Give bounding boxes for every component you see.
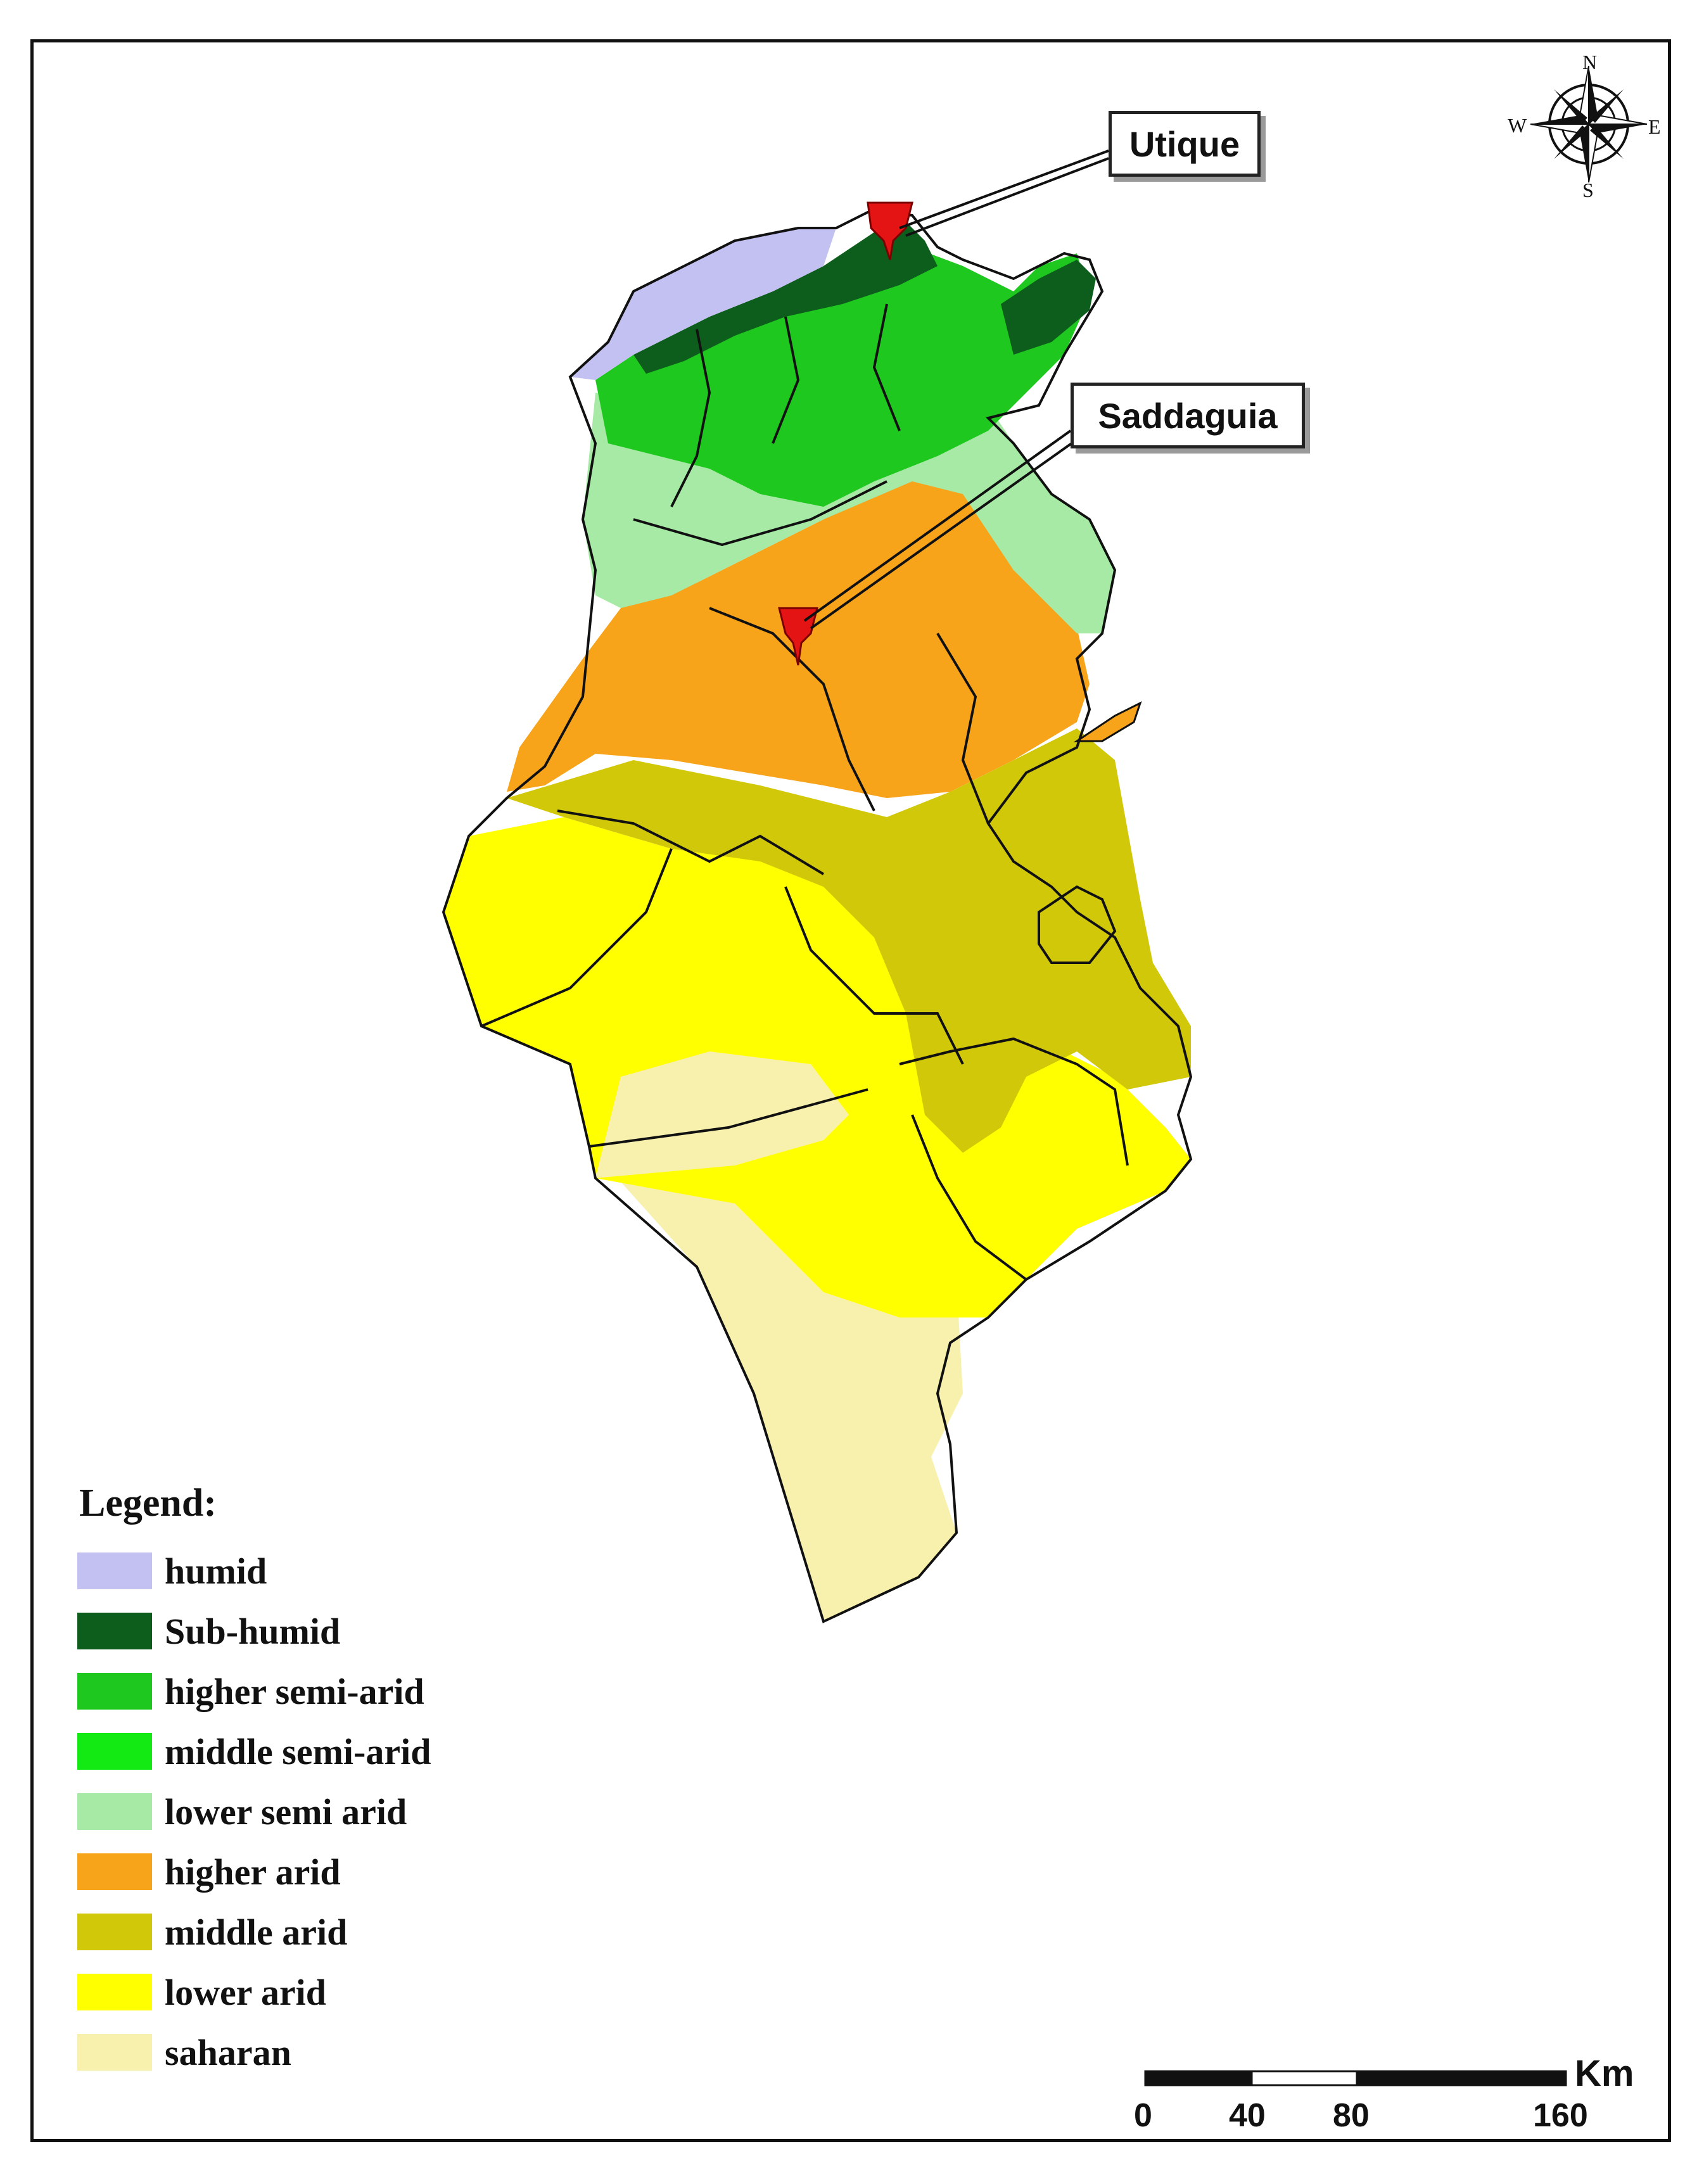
legend-label: middle semi-arid xyxy=(165,1730,431,1772)
legend-title: Legend: xyxy=(79,1482,217,1525)
legend-swatch xyxy=(77,1552,152,1589)
zone-middle-arid xyxy=(507,728,1191,1153)
legend-label: Sub-humid xyxy=(165,1610,341,1652)
zone-saharan-west xyxy=(595,1051,849,1178)
compass-n: N xyxy=(1582,51,1598,73)
legend-swatch xyxy=(77,2034,152,2071)
zone-djerba xyxy=(1038,885,1117,964)
legend-swatch xyxy=(77,1974,152,2010)
compass-rose-icon xyxy=(1530,65,1648,183)
zone-higher-semi-arid xyxy=(595,247,1090,507)
legend-label: higher semi-arid xyxy=(165,1670,424,1712)
legend-swatch xyxy=(77,1853,152,1890)
compass-e: E xyxy=(1648,115,1661,138)
compass-s: S xyxy=(1582,179,1594,201)
legend-swatch xyxy=(77,1673,152,1710)
legend-swatch xyxy=(77,1914,152,1950)
compass-w: W xyxy=(1508,114,1527,137)
legend-label: higher arid xyxy=(165,1851,341,1893)
legend-label: lower arid xyxy=(165,1971,327,2013)
legend-item: middle semi-arid xyxy=(77,1726,431,1777)
scale-tick-0: 0 xyxy=(1134,2097,1152,2134)
zone-humid xyxy=(570,228,836,380)
legend-item: humid xyxy=(77,1546,267,1596)
legend-item: higher semi-arid xyxy=(77,1666,424,1717)
legend-swatch xyxy=(77,1793,152,1830)
scale-unit: Km xyxy=(1575,2053,1634,2094)
zone-sub-humid xyxy=(633,215,938,374)
legend-item: saharan xyxy=(77,2027,291,2078)
legend-item: lower semi arid xyxy=(77,1786,407,1837)
legend-item: lower arid xyxy=(77,1967,326,2017)
legend-item: Sub-humid xyxy=(77,1606,340,1656)
map-frame xyxy=(30,39,1671,2142)
marker-utique[interactable] xyxy=(867,201,913,260)
zone-kerkennah xyxy=(1074,701,1142,742)
legend-swatch xyxy=(77,1733,152,1770)
scale-tick-40: 40 xyxy=(1229,2097,1266,2134)
legend-swatch xyxy=(77,1613,152,1649)
scale-tick-80: 80 xyxy=(1333,2097,1370,2134)
legend-item: higher arid xyxy=(77,1846,341,1897)
legend-label: middle arid xyxy=(165,1911,348,1953)
scale-bar xyxy=(1144,2070,1567,2086)
legend-label: saharan xyxy=(165,2031,291,2073)
callout-utique: Utique xyxy=(1109,111,1261,177)
zone-sub-humid-capbon xyxy=(1001,260,1096,355)
legend-label: humid xyxy=(165,1550,267,1592)
zone-lower-arid xyxy=(443,817,1191,1317)
legend-item: middle arid xyxy=(77,1907,347,1957)
callout-saddaguia: Saddaguia xyxy=(1071,383,1305,448)
legend-label: lower semi arid xyxy=(165,1791,407,1832)
leader-lines xyxy=(803,149,1109,630)
governorate-boundaries xyxy=(442,207,1193,1623)
scale-tick-160: 160 xyxy=(1533,2097,1588,2134)
